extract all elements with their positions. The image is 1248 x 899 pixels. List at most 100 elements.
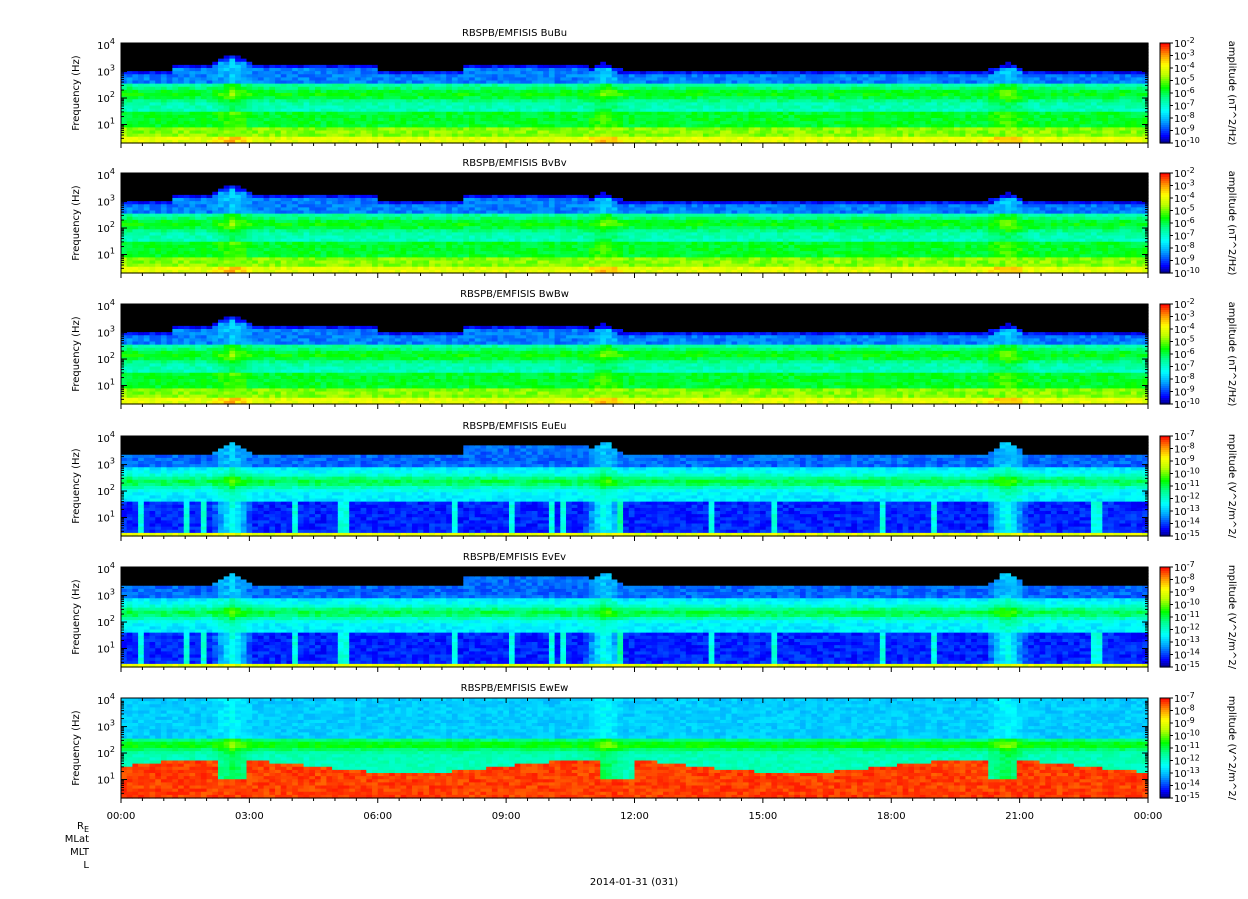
heatmap-cell [343, 114, 350, 119]
heatmap-cell [463, 118, 470, 122]
heatmap-cell [121, 89, 128, 94]
heatmap-cell [121, 86, 128, 91]
heatmap-cell [195, 43, 202, 47]
heatmap-cell [223, 74, 231, 78]
heatmap-cell [149, 139, 156, 144]
heatmap-cell [200, 108, 208, 113]
heatmap-cell [343, 64, 350, 69]
heatmap-cell [206, 102, 213, 107]
heatmap-cell [189, 139, 196, 144]
heatmap-cell [223, 86, 231, 91]
heatmap-cell [457, 124, 464, 128]
heatmap-cell [240, 136, 248, 141]
heatmap-cell [486, 61, 493, 66]
heatmap-cell [303, 105, 310, 110]
heatmap-cell [217, 49, 225, 53]
heatmap-cell [469, 127, 476, 132]
heatmap-cell [269, 121, 276, 125]
heatmap-cell [406, 61, 413, 66]
heatmap-cell [383, 68, 390, 72]
heatmap-cell [360, 111, 367, 116]
heatmap-cell [411, 114, 419, 119]
heatmap-cell [394, 80, 402, 85]
heatmap-cell [297, 64, 305, 69]
heatmap-cell [286, 121, 293, 125]
heatmap-cell [372, 93, 379, 97]
heatmap-cell [503, 71, 510, 75]
heatmap-cell [132, 133, 139, 138]
heatmap-cell [149, 43, 156, 47]
heatmap-cell [451, 58, 459, 63]
heatmap-cell [417, 127, 424, 132]
heatmap-cell [389, 80, 396, 85]
heatmap-cell [469, 58, 476, 63]
heatmap-cell [246, 64, 253, 69]
heatmap-cell [423, 133, 430, 138]
heatmap-cell [434, 74, 442, 78]
heatmap-cell [309, 111, 316, 116]
heatmap-cell [292, 96, 299, 100]
heatmap-cell [383, 136, 390, 141]
heatmap-cell [314, 127, 322, 132]
heatmap-cell [314, 136, 322, 141]
heatmap-cell [275, 58, 282, 63]
heatmap-cell [457, 118, 464, 122]
heatmap-cell [280, 127, 288, 132]
heatmap-cell [337, 124, 345, 128]
heatmap-cell [212, 114, 219, 119]
heatmap-cell [143, 61, 151, 66]
heatmap-cell [429, 93, 436, 97]
heatmap-cell [320, 124, 327, 128]
heatmap-cell [217, 136, 225, 141]
heatmap-cell [326, 136, 333, 141]
heatmap-cell [303, 108, 310, 113]
heatmap-cell [389, 124, 396, 128]
heatmap-cell [292, 114, 299, 119]
heatmap-cell [389, 71, 396, 75]
heatmap-cell [206, 89, 213, 94]
heatmap-cell [411, 61, 419, 66]
heatmap-cell [223, 52, 231, 57]
heatmap-cell [491, 80, 499, 85]
heatmap-cell [372, 74, 379, 78]
heatmap-cell [189, 96, 196, 100]
heatmap-cell [326, 111, 333, 116]
heatmap-cell [309, 139, 316, 144]
heatmap-cell [366, 77, 373, 82]
heatmap-cell [309, 58, 316, 63]
heatmap-cell [417, 130, 424, 135]
heatmap-cell [138, 136, 145, 141]
heatmap-cell [240, 133, 248, 138]
heatmap-cell [354, 74, 362, 78]
heatmap-cell [195, 68, 202, 72]
heatmap-cell [320, 96, 327, 100]
heatmap-cell [206, 83, 213, 88]
heatmap-cell [183, 46, 191, 50]
heatmap-cell [126, 61, 134, 66]
heatmap-cell [195, 130, 202, 135]
heatmap-cell [155, 77, 162, 82]
heatmap-cell [440, 52, 447, 57]
heatmap-cell [446, 52, 453, 57]
heatmap-cell [469, 99, 476, 103]
heatmap-cell [497, 133, 504, 138]
heatmap-cell [446, 102, 453, 107]
heatmap-cell [377, 64, 385, 69]
heatmap-cell [360, 93, 367, 97]
heatmap-cell [160, 124, 168, 128]
heatmap-cell [166, 105, 173, 110]
heatmap-cell [212, 71, 219, 75]
heatmap-cell [155, 64, 162, 69]
heatmap-cell [314, 102, 322, 107]
heatmap-cell [457, 93, 464, 97]
heatmap-cell [286, 96, 293, 100]
heatmap-cell [394, 139, 402, 144]
heatmap-cell [240, 71, 248, 75]
heatmap-cell [429, 77, 436, 82]
heatmap-cell [400, 130, 407, 135]
heatmap-cell [126, 96, 134, 100]
heatmap-cell [497, 71, 504, 75]
heatmap-cell [303, 43, 310, 47]
heatmap-cell [143, 114, 151, 119]
heatmap-cell [457, 77, 464, 82]
